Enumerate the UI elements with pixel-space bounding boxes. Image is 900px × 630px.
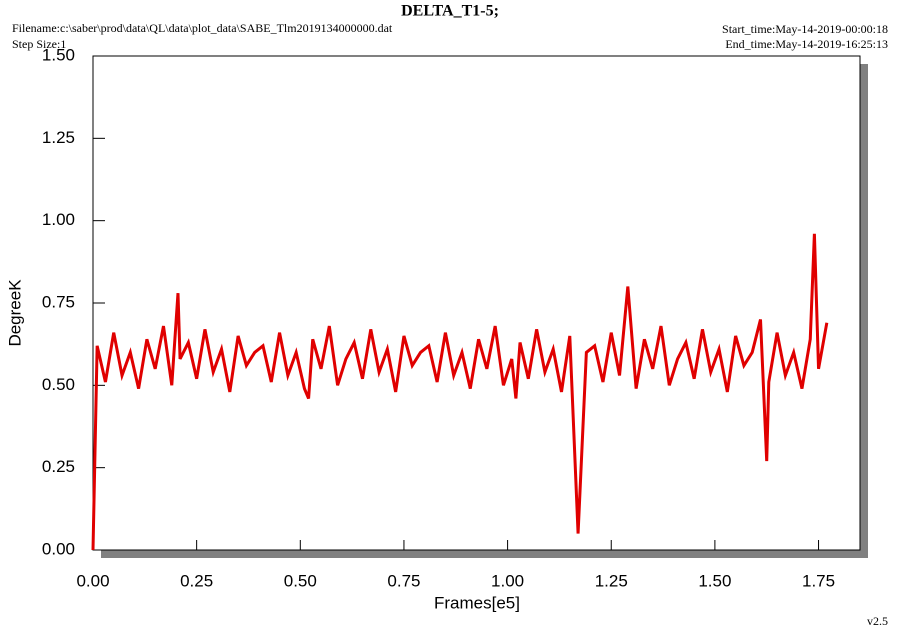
x-tick-label: 1.00 (491, 571, 524, 590)
x-tick-label: 0.75 (387, 571, 420, 590)
start-time: Start_time:May-14-2019-00:00:18 (722, 22, 888, 36)
x-tick-label: 0.50 (284, 571, 317, 590)
data-line (91, 233, 829, 551)
y-axis-label: DegreeK (5, 279, 24, 347)
version: v2.5 (867, 614, 888, 628)
x-tick-label: 0.25 (180, 571, 213, 590)
filename: Filename:c:\saber\prod\data\QL\data\plot… (12, 21, 393, 35)
x-tick-label: 1.25 (595, 571, 628, 590)
y-tick-label: 1.50 (42, 45, 75, 64)
chart-title: DELTA_T1-5; (401, 3, 499, 20)
x-tick-label: 1.75 (802, 571, 835, 590)
y-tick-label: 1.00 (42, 210, 75, 229)
y-tick-label: 0.50 (42, 375, 75, 394)
y-tick-label: 0.75 (42, 292, 75, 311)
y-tick-label: 1.25 (42, 128, 75, 147)
x-tick-label: 1.50 (698, 571, 731, 590)
y-tick-label: 0.00 (42, 539, 75, 558)
plot-area (92, 55, 861, 551)
y-tick-label: 0.25 (42, 457, 75, 476)
end-time: End_time:May-14-2019-16:25:13 (725, 37, 888, 51)
x-tick-label: 0.00 (76, 571, 109, 590)
step-size: Step Size:1 (12, 37, 66, 51)
x-axis-label: Frames[e5] (434, 593, 520, 612)
